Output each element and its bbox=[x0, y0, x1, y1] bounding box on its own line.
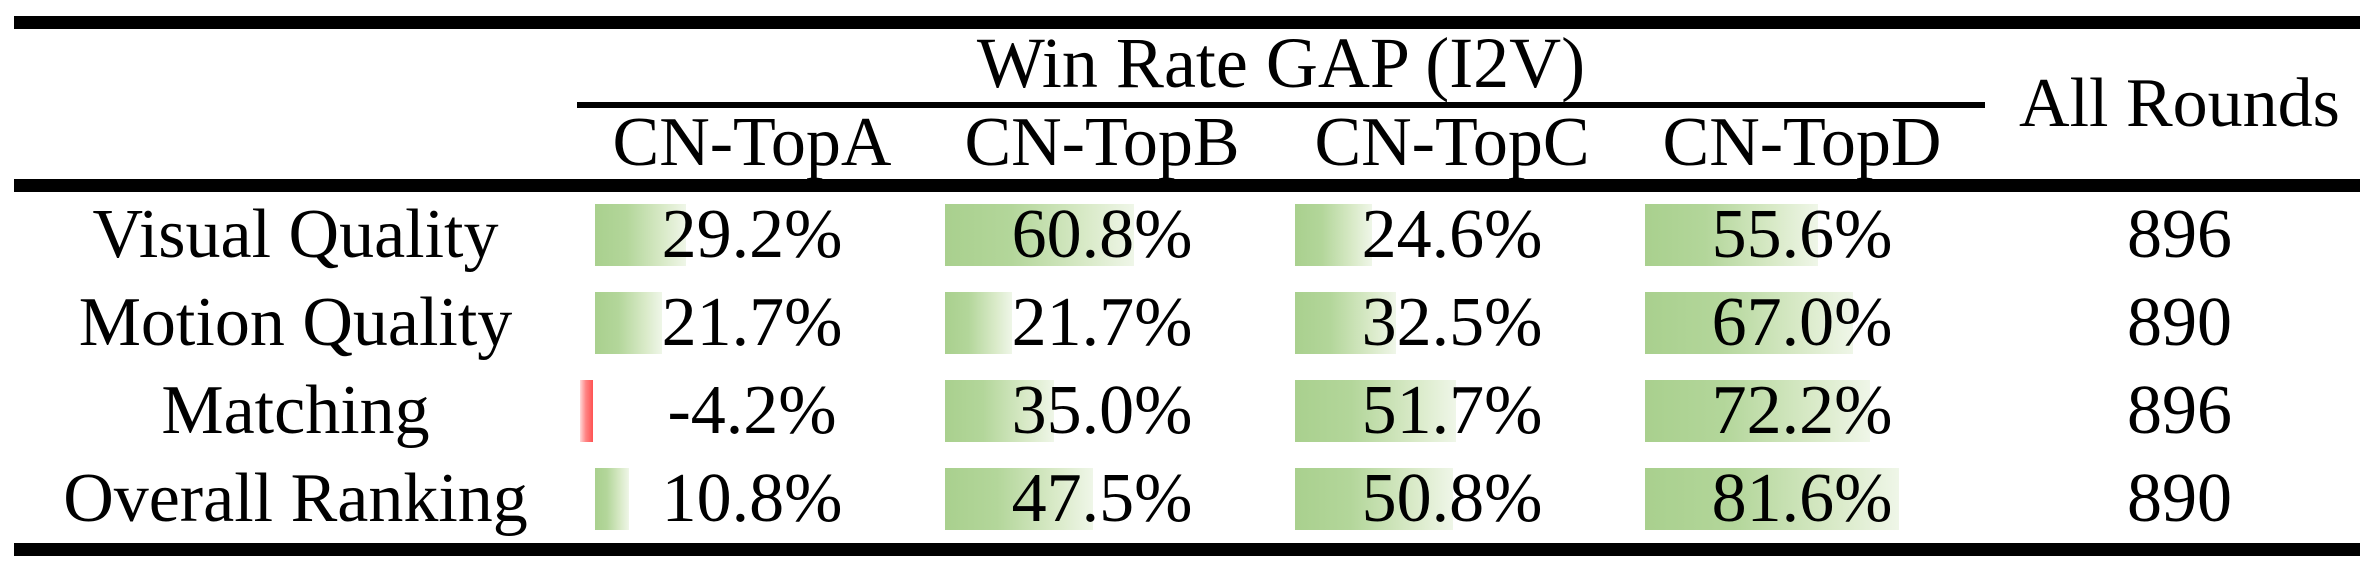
data-bar bbox=[945, 292, 1013, 354]
data-bar bbox=[1295, 204, 1372, 266]
cell-value: -4.2% bbox=[667, 372, 837, 449]
cell-value: 35.0% bbox=[1011, 372, 1193, 449]
table-top-rule bbox=[14, 16, 2360, 29]
data-bar bbox=[595, 468, 629, 530]
data-bar bbox=[1295, 292, 1397, 354]
all-rounds-value: 896 bbox=[2127, 196, 2232, 273]
data-bar bbox=[945, 380, 1054, 442]
value-cell: 55.6% bbox=[1627, 191, 1977, 279]
value-cell: 21.7% bbox=[927, 279, 1277, 367]
column-header-all-rounds: All Rounds bbox=[2019, 65, 2340, 142]
column-header-cn-topc: CN-TopC bbox=[1314, 104, 1590, 181]
table-title: Win Rate GAP (I2V) bbox=[976, 23, 1586, 103]
column-header-cn-topb: CN-TopB bbox=[964, 104, 1240, 181]
column-header-cn-topd: CN-TopD bbox=[1662, 104, 1942, 181]
row-label-motion-quality: Motion Quality bbox=[78, 284, 513, 361]
table-row: Motion Quality 21.7% 21.7% 32.5% 67.0% 8… bbox=[0, 279, 2374, 367]
all-rounds-value: 890 bbox=[2127, 460, 2232, 537]
value-cell: 21.7% bbox=[577, 279, 927, 367]
data-bar bbox=[945, 204, 1135, 266]
table-bottom-rule bbox=[14, 543, 2360, 556]
value-cell: 50.8% bbox=[1277, 455, 1627, 543]
data-bar-negative bbox=[579, 380, 593, 442]
value-cell: 32.5% bbox=[1277, 279, 1627, 367]
table-row: Visual Quality 29.2% 60.8% 24.6% 55.6% 8… bbox=[0, 191, 2374, 279]
data-bar bbox=[1645, 292, 1854, 354]
all-rounds-value: 896 bbox=[2127, 372, 2232, 449]
all-rounds-value: 890 bbox=[2127, 284, 2232, 361]
value-cell: 47.5% bbox=[927, 455, 1277, 543]
row-label-overall-ranking: Overall Ranking bbox=[63, 460, 528, 537]
row-label-matching: Matching bbox=[161, 372, 430, 449]
cell-value: 32.5% bbox=[1361, 284, 1543, 361]
cell-value: 81.6% bbox=[1711, 460, 1893, 537]
value-cell: 10.8% bbox=[577, 455, 927, 543]
data-bar bbox=[595, 204, 686, 266]
table-row: Overall Ranking 10.8% 47.5% 50.8% 81.6% … bbox=[0, 455, 2374, 543]
cell-value: 47.5% bbox=[1011, 460, 1193, 537]
value-cell: 72.2% bbox=[1627, 367, 1977, 455]
cell-value: 24.6% bbox=[1361, 196, 1543, 273]
data-bar bbox=[1645, 468, 1899, 530]
value-cell: -4.2% bbox=[577, 367, 927, 455]
table-row: Matching -4.2% 35.0% 51.7% 72.2% 896 bbox=[0, 367, 2374, 455]
value-cell: 24.6% bbox=[1277, 191, 1627, 279]
cell-value: 50.8% bbox=[1361, 460, 1543, 537]
cell-value: 21.7% bbox=[661, 284, 843, 361]
data-bar bbox=[945, 468, 1093, 530]
cell-value: 55.6% bbox=[1711, 196, 1893, 273]
value-cell: 81.6% bbox=[1627, 455, 1977, 543]
value-cell: 35.0% bbox=[927, 367, 1277, 455]
cell-value: 72.2% bbox=[1711, 372, 1893, 449]
data-bar bbox=[1645, 204, 1818, 266]
cell-value: 21.7% bbox=[1011, 284, 1193, 361]
cell-value: 60.8% bbox=[1011, 196, 1193, 273]
value-cell: 67.0% bbox=[1627, 279, 1977, 367]
row-label-visual-quality: Visual Quality bbox=[92, 196, 499, 273]
data-bar bbox=[1295, 380, 1456, 442]
data-bar bbox=[1645, 380, 1870, 442]
data-bar bbox=[595, 292, 663, 354]
cell-value: 29.2% bbox=[661, 196, 843, 273]
column-header-cn-topa: CN-TopA bbox=[612, 104, 892, 181]
value-cell: 60.8% bbox=[927, 191, 1277, 279]
data-bar bbox=[1295, 468, 1453, 530]
header-bottom-rule bbox=[14, 179, 2360, 192]
cell-value: 67.0% bbox=[1711, 284, 1893, 361]
value-cell: 51.7% bbox=[1277, 367, 1627, 455]
header-group-rule bbox=[577, 102, 1985, 108]
cell-value: 10.8% bbox=[661, 460, 843, 537]
cell-value: 51.7% bbox=[1361, 372, 1543, 449]
value-cell: 29.2% bbox=[577, 191, 927, 279]
